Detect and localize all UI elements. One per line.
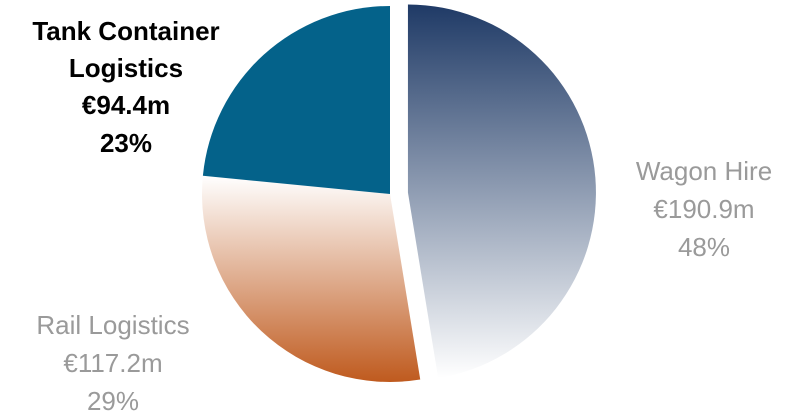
label-tank-container-logistics: Tank Container Logistics €94.4m 23% xyxy=(32,16,219,158)
label-wagon-hire-name: Wagon Hire xyxy=(636,156,772,186)
pie-slice-wagon-hire xyxy=(407,4,596,379)
label-wagon-hire: Wagon Hire €190.9m 48% xyxy=(636,156,772,262)
label-wagon-hire-percent: 48% xyxy=(678,232,730,262)
label-rail-logistics: Rail Logistics €117.2m 29% xyxy=(36,310,189,416)
label-tank-name-line1: Tank Container xyxy=(32,16,219,46)
label-rail-logistics-name: Rail Logistics xyxy=(36,310,189,340)
label-tank-percent: 23% xyxy=(100,128,152,158)
label-rail-logistics-value: €117.2m xyxy=(63,348,162,378)
label-tank-name-line2: Logistics xyxy=(69,53,183,83)
label-tank-value: €94.4m xyxy=(82,90,170,120)
label-wagon-hire-value: €190.9m xyxy=(653,194,754,224)
pie-slice-rail-logistics xyxy=(202,175,421,382)
label-rail-logistics-percent: 29% xyxy=(87,386,139,414)
pie-slice-tank-container-logistics xyxy=(202,6,390,194)
